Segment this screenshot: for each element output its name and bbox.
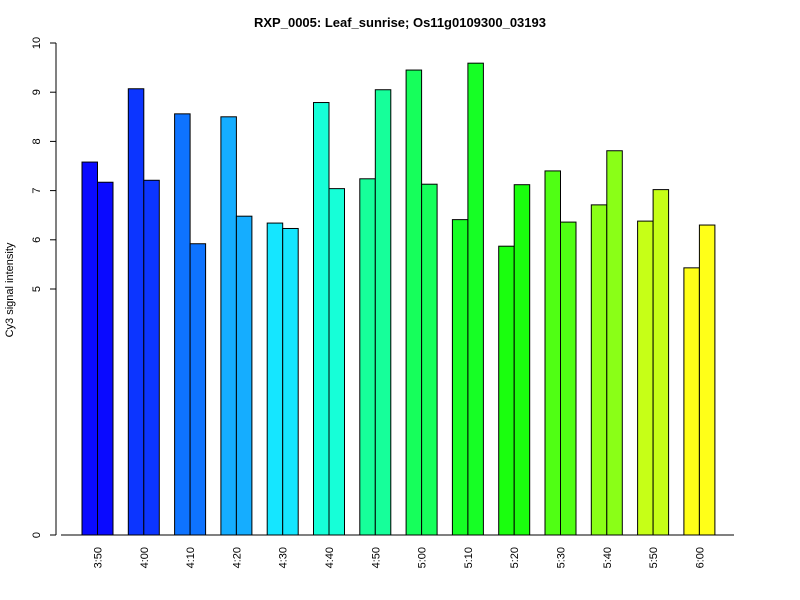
bar-420-1 [220, 116, 237, 536]
x-tick-label: 5:30 [556, 547, 568, 568]
bar-450-1 [359, 178, 376, 536]
bar-530-1 [544, 170, 561, 536]
bar-440-1 [313, 102, 330, 536]
x-tick-label: 5:00 [417, 547, 429, 568]
y-tick-label: 10 [31, 37, 43, 49]
bar-540-1 [590, 204, 608, 536]
bar-440-2 [328, 188, 345, 536]
bar-430-1 [266, 222, 284, 536]
bar-550-2 [652, 189, 670, 536]
bar-540-2 [606, 150, 623, 536]
bar-420-2 [235, 215, 253, 536]
x-tick-label: 4:30 [278, 547, 290, 568]
bar-410-1 [174, 113, 191, 536]
bar-510-1 [451, 219, 469, 536]
y-axis: 0 5 6 7 8 9 10 [31, 37, 57, 538]
bar-410-2 [189, 243, 207, 536]
bar-600-2 [698, 224, 716, 536]
x-tick-label: 4:10 [185, 547, 197, 568]
y-tick-label: 7 [31, 188, 43, 194]
bar-450-2 [374, 89, 392, 536]
bar-520-1 [498, 245, 515, 536]
x-tick-label: 5:20 [509, 547, 521, 568]
x-tick-label: 5:50 [648, 547, 660, 568]
bar-510-2 [467, 62, 484, 536]
x-tick-label: 4:00 [139, 547, 151, 568]
y-axis-label: Cy3 signal intensity [4, 242, 16, 337]
y-tick-label: 6 [31, 237, 43, 243]
x-tick-label: 5:40 [602, 547, 614, 568]
y-tick-label: 9 [31, 89, 43, 95]
bar-550-1 [637, 220, 654, 536]
y-tick-label: 8 [31, 138, 43, 144]
x-tick-label: 4:40 [324, 547, 336, 568]
y-tick-label: 5 [31, 286, 43, 292]
bar-400-2 [143, 179, 160, 536]
y-tick-label: 0 [31, 532, 43, 538]
bar-430-2 [282, 227, 299, 536]
bar-530-2 [560, 221, 577, 536]
bar-600-1 [683, 267, 700, 536]
chart-title: RXP_0005: Leaf_sunrise; Os11g0109300_031… [254, 15, 546, 30]
x-tick-label: 4:20 [231, 547, 243, 568]
x-tick-label: 4:50 [370, 547, 382, 568]
x-tick-label: 5:10 [463, 547, 475, 568]
bar-350-1 [81, 161, 98, 536]
bar-520-2 [513, 184, 531, 536]
x-tick-label: 3:50 [93, 547, 105, 568]
bar-500-1 [405, 69, 423, 536]
bars [81, 62, 716, 536]
x-tick-label: 6:00 [694, 547, 706, 568]
bar-350-2 [97, 181, 114, 536]
bar-500-2 [421, 183, 438, 536]
x-axis-labels: 3:50 4:00 4:10 4:20 4:30 4:40 4:50 5:00 5:10 5:20… [93, 547, 707, 568]
bar-400-1 [127, 88, 145, 536]
